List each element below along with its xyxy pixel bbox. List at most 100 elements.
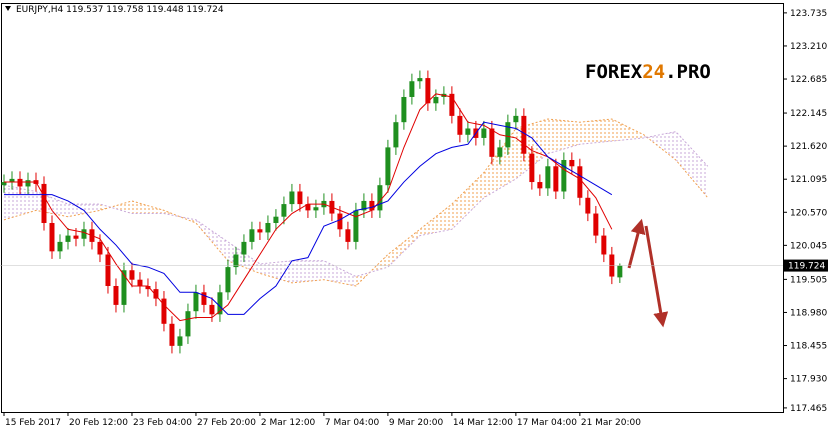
candle-body (569, 159, 575, 167)
cloud-edge (3, 131, 709, 278)
candle-body (417, 78, 423, 82)
wm-3: .PRO (665, 61, 711, 83)
cloud-segment (419, 204, 452, 236)
wm-2: 24 (642, 61, 665, 83)
high: 119.758 (106, 5, 143, 15)
candle-body (273, 216, 279, 223)
candle-body (137, 279, 143, 286)
candle-body (617, 265, 623, 278)
cloud-segment (131, 200, 164, 214)
y-tick-label: 121.095 (790, 175, 827, 185)
cloud-segment (259, 260, 292, 283)
x-tick-label: 17 Mar 04:00 (517, 418, 577, 428)
candle-body (65, 235, 71, 242)
arrow-down (644, 225, 669, 328)
cloud-segment (99, 200, 132, 214)
price-label: 119.724 (788, 262, 825, 272)
candle-body (497, 147, 503, 157)
candle-body (9, 178, 15, 183)
candle-body (209, 304, 215, 315)
y-tick-label: 122.145 (790, 109, 827, 119)
cloud-segment (451, 172, 484, 230)
candle-body (353, 210, 359, 242)
candle-body (25, 180, 31, 187)
candle-body (361, 200, 367, 211)
wm-1: FOREX (585, 61, 643, 83)
candle-body (433, 96, 439, 104)
x-tick-label: 15 Feb 2017 (5, 418, 61, 428)
candle-body (113, 285, 119, 305)
candle-body (145, 285, 151, 290)
candle-body (217, 292, 223, 315)
candle-body (521, 115, 527, 154)
candle-body (505, 122, 511, 148)
candle-body (257, 229, 263, 233)
candle-body (529, 153, 535, 183)
y-tick-label: 123.735 (790, 9, 827, 19)
candle-body (185, 311, 191, 337)
candle-body (593, 213, 599, 236)
candle-body (81, 229, 87, 239)
candle-body (481, 128, 487, 138)
candle-body (425, 78, 431, 104)
cloud-segment (387, 229, 420, 268)
candle-body (193, 292, 199, 312)
plot-frame (1, 3, 784, 413)
candle-body (225, 267, 231, 293)
cloud-segment (643, 131, 676, 160)
candle-body (1, 182, 7, 186)
candle-body (601, 235, 607, 255)
y-tick-label: 123.210 (790, 42, 827, 52)
watermark: FOREX24.PRO (585, 61, 711, 83)
indicator-line (3, 121, 613, 315)
y-tick-label: 118.980 (790, 308, 827, 318)
x-tick-label: 2 Mar 12:00 (261, 418, 316, 428)
candle-body (337, 213, 343, 230)
cloud-segment (323, 260, 356, 286)
candle-body (265, 222, 271, 233)
candle-body (57, 241, 63, 252)
candle-body (105, 254, 111, 286)
close: 119.724 (186, 5, 223, 15)
y-tick-label: 121.620 (790, 142, 827, 152)
x-tick-label: 27 Feb 20:00 (197, 418, 256, 428)
candle-body (377, 185, 383, 211)
x-tick-label: 7 Mar 04:00 (325, 418, 380, 428)
cloud-segment (547, 119, 580, 154)
x-tick-label: 23 Feb 04:00 (133, 418, 192, 428)
x-tick-label: 20 Feb 12:00 (69, 418, 128, 428)
candle-body (393, 122, 399, 148)
candle-body (233, 254, 239, 268)
y-tick-label: 122.685 (790, 75, 827, 85)
cloud-segment (579, 119, 612, 145)
candle-body (369, 200, 375, 211)
menu-triangle (5, 6, 11, 11)
x-tick-label: 21 Mar 20:00 (581, 418, 641, 428)
plot: 123.735 123.210 122.685 122.145 121.620 121.0… (0, 9, 827, 428)
symbol: EURJPY,H4 (16, 5, 64, 15)
candle-body (241, 241, 247, 255)
candle-body (73, 235, 79, 239)
candle-body (17, 178, 23, 187)
y-tick-label: 117.930 (790, 375, 827, 385)
candle-body (409, 81, 415, 97)
candle-body (297, 191, 303, 205)
candle-body (345, 229, 351, 242)
candle-body (577, 166, 583, 198)
candle-body (129, 270, 135, 280)
candle-body (49, 222, 55, 252)
candle-body (465, 128, 471, 135)
y-tick-label: 119.505 (790, 275, 827, 285)
candle-body (41, 183, 47, 223)
cloud-edge (3, 118, 709, 287)
candle-body (289, 191, 295, 205)
y-tick-label: 117.465 (790, 404, 827, 414)
candle-body (305, 204, 311, 211)
y-tick-label: 120.045 (790, 241, 827, 251)
candle-body (457, 115, 463, 135)
y-tick-label: 120.570 (790, 208, 827, 218)
candle-body (545, 166, 551, 189)
candle-body (537, 182, 543, 189)
